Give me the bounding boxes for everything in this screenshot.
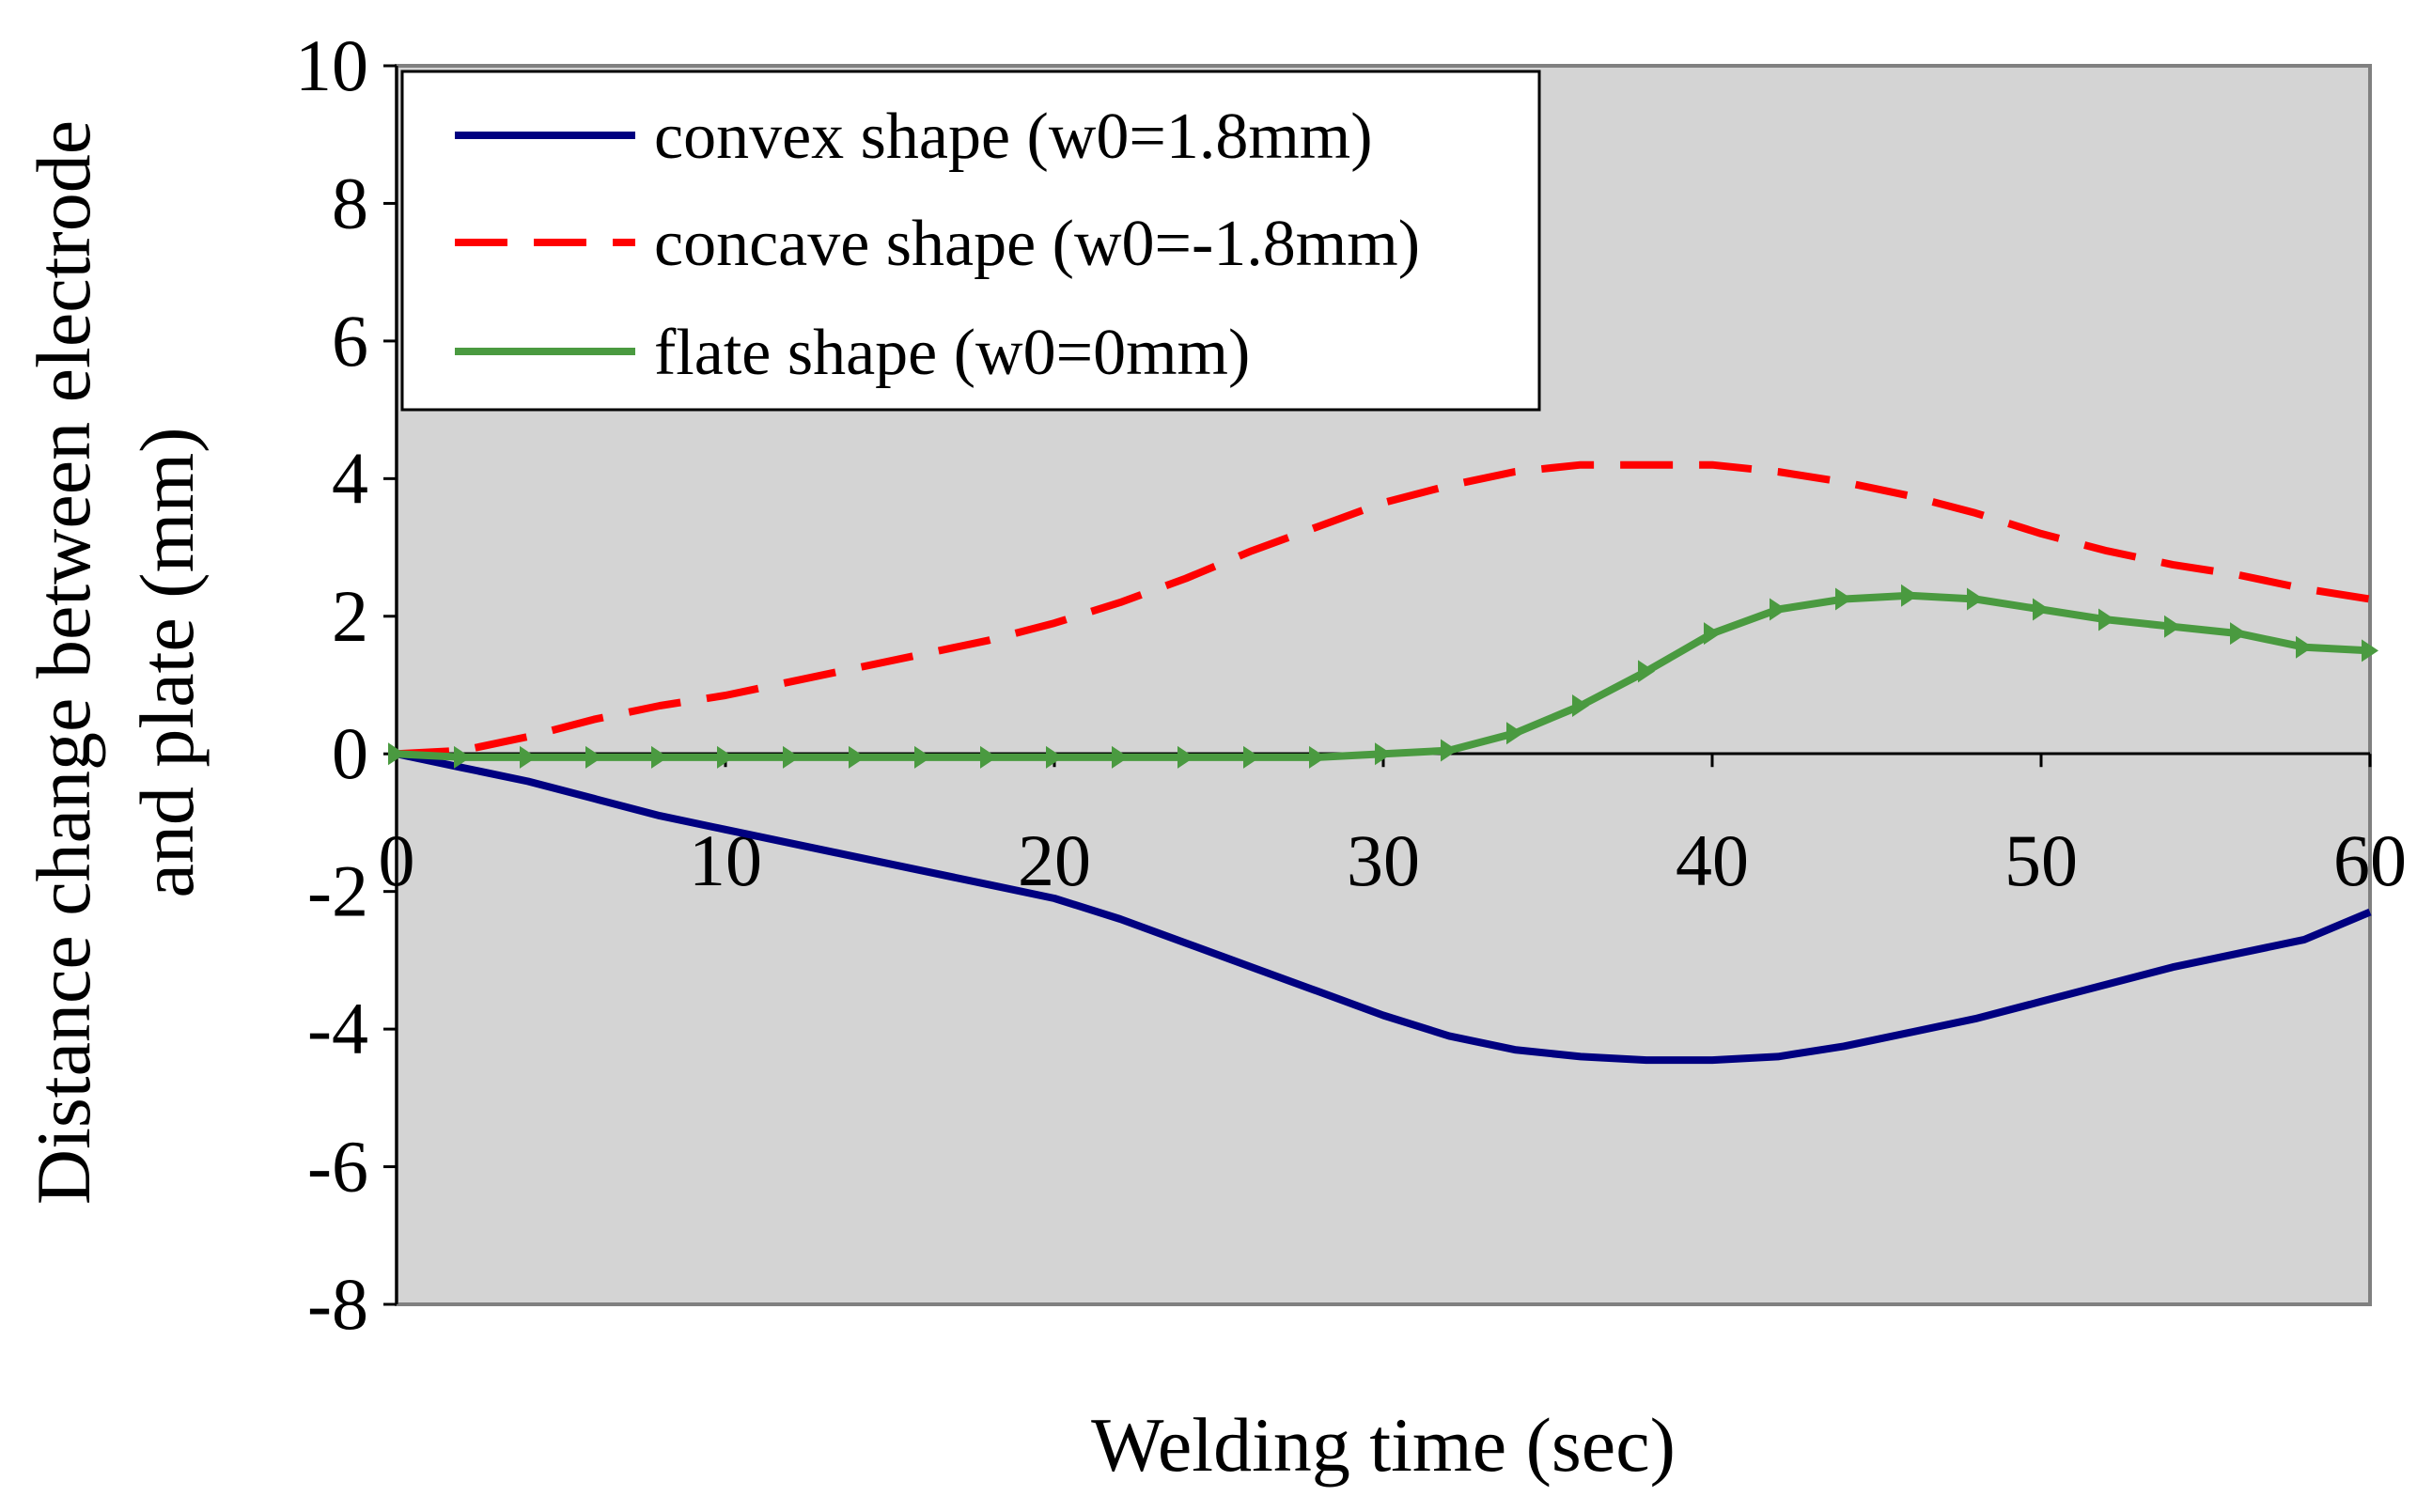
series-point-flat [1441, 739, 1458, 762]
series-point-flat [1572, 694, 1589, 717]
series-point-flat [651, 745, 668, 769]
y-tick-label: -8 [307, 1263, 368, 1345]
y-tick-label: -6 [307, 1126, 368, 1208]
series-point-flat [1704, 622, 1721, 646]
series-point-flat [1177, 745, 1194, 769]
series-point-flat [1901, 584, 1918, 607]
series-point-flat [2362, 639, 2378, 662]
series-point-flat [1506, 722, 1523, 745]
y-tick-label: -2 [307, 850, 368, 932]
series-point-flat [520, 745, 537, 769]
series-point-flat [914, 745, 931, 769]
series-point-flat [1375, 742, 1392, 766]
legend: convex shape (w0=1.8mm) concave shape (w… [400, 70, 1541, 412]
series-point-flat [980, 745, 997, 769]
series-line-concave [396, 460, 2371, 758]
series-point-flat [2098, 608, 2115, 631]
series-point-flat [849, 745, 865, 769]
x-tick-label: 40 [1676, 819, 1749, 901]
y-tick-label: -4 [307, 988, 368, 1069]
x-axis-title: Welding time (sec) [1091, 1402, 1676, 1488]
y-tick-label: 4 [332, 437, 368, 519]
y-tick-label: 2 [332, 575, 368, 657]
series-point-flat [1770, 598, 1786, 621]
y-tick-label: 10 [295, 24, 368, 106]
legend-label-concave: concave shape (w0=-1.8mm) [654, 208, 1420, 280]
y-axis-title-line2: and plate (mm) [124, 428, 210, 898]
series-point-flat [585, 745, 602, 769]
series-point-flat [1243, 745, 1260, 769]
series-point-flat [2164, 615, 2181, 638]
series-point-flat [1835, 587, 1852, 611]
series-point-flat [1046, 745, 1063, 769]
x-tick-label: 20 [1018, 819, 1091, 901]
legend-label-convex: convex shape (w0=1.8mm) [654, 101, 1373, 173]
series-line-convex [396, 750, 2372, 1065]
y-axis-title-line1: Distance change between electrode [21, 120, 106, 1205]
series-point-flat [2296, 635, 2313, 659]
series-point-flat [2033, 598, 2050, 621]
y-tick-label: 6 [332, 300, 368, 382]
series-point-flat [1309, 745, 1326, 769]
legend-label-flat: flate shape (w0=0mm) [654, 317, 1250, 389]
series-point-flat [783, 745, 800, 769]
series-point-flat [454, 745, 471, 769]
series-point-flat [717, 745, 734, 769]
series-group [388, 460, 2378, 1065]
y-axis-ticks: 10 8 6 4 2 0 -2 -4 -6 -8 [295, 24, 397, 1345]
x-tick-label: 50 [2004, 819, 2078, 901]
series-point-flat [1112, 745, 1129, 769]
y-tick-label: 8 [332, 162, 368, 243]
series-point-flat [1967, 587, 1984, 611]
series-point-flat [388, 742, 405, 766]
x-tick-label: 30 [1347, 819, 1420, 901]
series-point-flat [2230, 622, 2247, 646]
x-tick-label: 60 [2333, 819, 2407, 901]
y-tick-label: 0 [332, 712, 368, 794]
series-point-flat [1638, 660, 1655, 683]
